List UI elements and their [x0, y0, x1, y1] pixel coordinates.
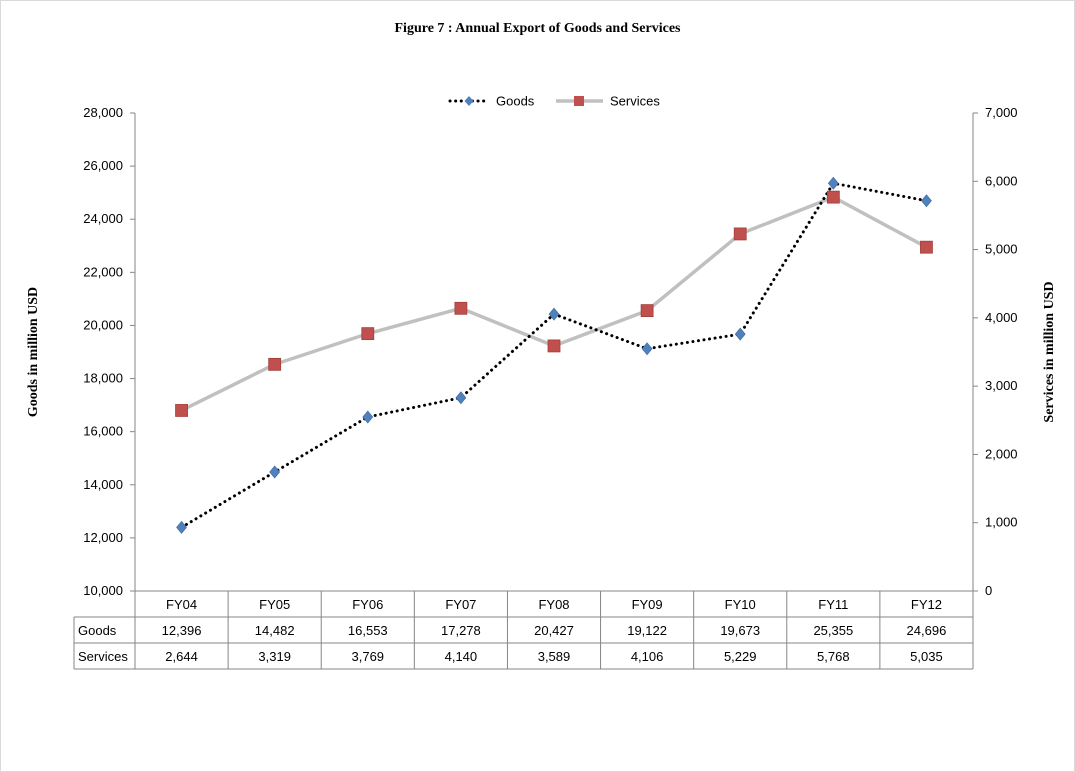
services-line-segment	[645, 232, 742, 313]
left-tick-label: 24,000	[83, 211, 123, 226]
left-tick-label: 16,000	[83, 424, 123, 439]
left-axis-title: Goods in million USD	[26, 287, 41, 417]
table-cell: 16,553	[348, 623, 388, 638]
goods-marker	[176, 520, 187, 534]
category-label: FY09	[632, 597, 663, 612]
services-line-segment	[366, 306, 463, 336]
services-marker	[920, 240, 933, 254]
services-marker	[268, 357, 282, 371]
series-group	[175, 176, 933, 534]
goods-marker	[734, 327, 746, 341]
services-marker	[454, 301, 468, 315]
services-line-segment	[459, 306, 556, 348]
goods-marker	[641, 342, 653, 356]
category-label: FY11	[818, 597, 848, 612]
left-tick-label: 10,000	[83, 583, 123, 598]
goods-marker	[269, 465, 281, 479]
goods-marker	[921, 194, 932, 208]
legend-services-marker	[574, 96, 584, 106]
table-cell: 4,140	[445, 649, 478, 664]
table-cell: 14,482	[255, 623, 295, 638]
left-tick-label: 28,000	[83, 105, 123, 120]
legend-goods-label: Goods	[496, 94, 535, 109]
table-cell: 17,278	[441, 623, 481, 638]
left-tick-label: 12,000	[83, 530, 123, 545]
services-line-segment	[552, 308, 649, 348]
table-cell: 5,035	[910, 649, 943, 664]
table-cell: 5,768	[817, 649, 850, 664]
goods-marker	[548, 307, 560, 321]
services-marker	[733, 227, 747, 241]
services-marker	[826, 190, 840, 204]
right-tick-label: 1,000	[985, 515, 1018, 530]
left-tick-label: 20,000	[83, 317, 123, 332]
table-cell: 4,106	[631, 649, 664, 664]
table-cell: 19,122	[627, 623, 667, 638]
services-line-segment	[738, 195, 836, 236]
services-marker	[640, 304, 654, 318]
table-row-header: Goods	[78, 623, 117, 638]
left-tick-label: 26,000	[83, 158, 123, 173]
right-tick-label: 6,000	[985, 173, 1018, 188]
table-cell: 12,396	[162, 623, 202, 638]
right-axis-title: Services in million USD	[1042, 281, 1057, 422]
category-label: FY07	[445, 597, 476, 612]
goods-marker	[455, 391, 467, 405]
category-label: FY06	[352, 597, 383, 612]
goods-line	[180, 181, 928, 529]
category-label: FY10	[725, 597, 756, 612]
services-line-segment	[179, 362, 277, 413]
goods-marker	[362, 410, 374, 424]
left-tick-label: 18,000	[83, 371, 123, 386]
category-label: FY04	[166, 597, 197, 612]
right-tick-label: 4,000	[985, 310, 1018, 325]
table-row-header: Services	[78, 649, 128, 664]
legend-goods-marker	[464, 96, 474, 106]
right-tick-label: 5,000	[985, 242, 1018, 257]
table-cell: 19,673	[720, 623, 760, 638]
services-line-segment	[831, 195, 929, 249]
table-cell: 20,427	[534, 623, 574, 638]
right-tick-label: 7,000	[985, 105, 1018, 120]
left-tick-label: 22,000	[83, 264, 123, 279]
left-tick-label: 14,000	[83, 477, 123, 492]
services-marker	[361, 327, 375, 341]
services-marker	[547, 339, 561, 353]
chart-title: Figure 7 : Annual Export of Goods and Se…	[394, 21, 681, 36]
table-cell: 25,355	[813, 623, 853, 638]
category-label: FY12	[911, 597, 942, 612]
category-label: FY08	[538, 597, 569, 612]
table-cell: 5,229	[724, 649, 757, 664]
axes-group: 10,000 12,000 14,000 16,000 18,000 20,000 22,0…	[26, 105, 1057, 598]
data-table-group: FY04 FY05 FY06 FY07 FY08 FY09 FY10 FY11 FY12 Good…	[73, 590, 974, 670]
right-tick-label: 2,000	[985, 446, 1018, 461]
table-cell: 3,589	[538, 649, 571, 664]
table-cell: 24,696	[907, 623, 947, 638]
category-label: FY05	[259, 597, 290, 612]
table-cell: 3,319	[258, 649, 291, 664]
services-marker	[175, 404, 188, 417]
right-tick-label: 0	[985, 583, 992, 598]
goods-marker	[827, 176, 839, 190]
services-line-segment	[272, 331, 370, 367]
table-cell: 3,769	[352, 649, 385, 664]
table-cell: 2,644	[165, 649, 198, 664]
legend-services-label: Services	[610, 94, 660, 109]
right-tick-label: 3,000	[985, 378, 1018, 393]
legend-group: Goods Services	[448, 94, 660, 109]
